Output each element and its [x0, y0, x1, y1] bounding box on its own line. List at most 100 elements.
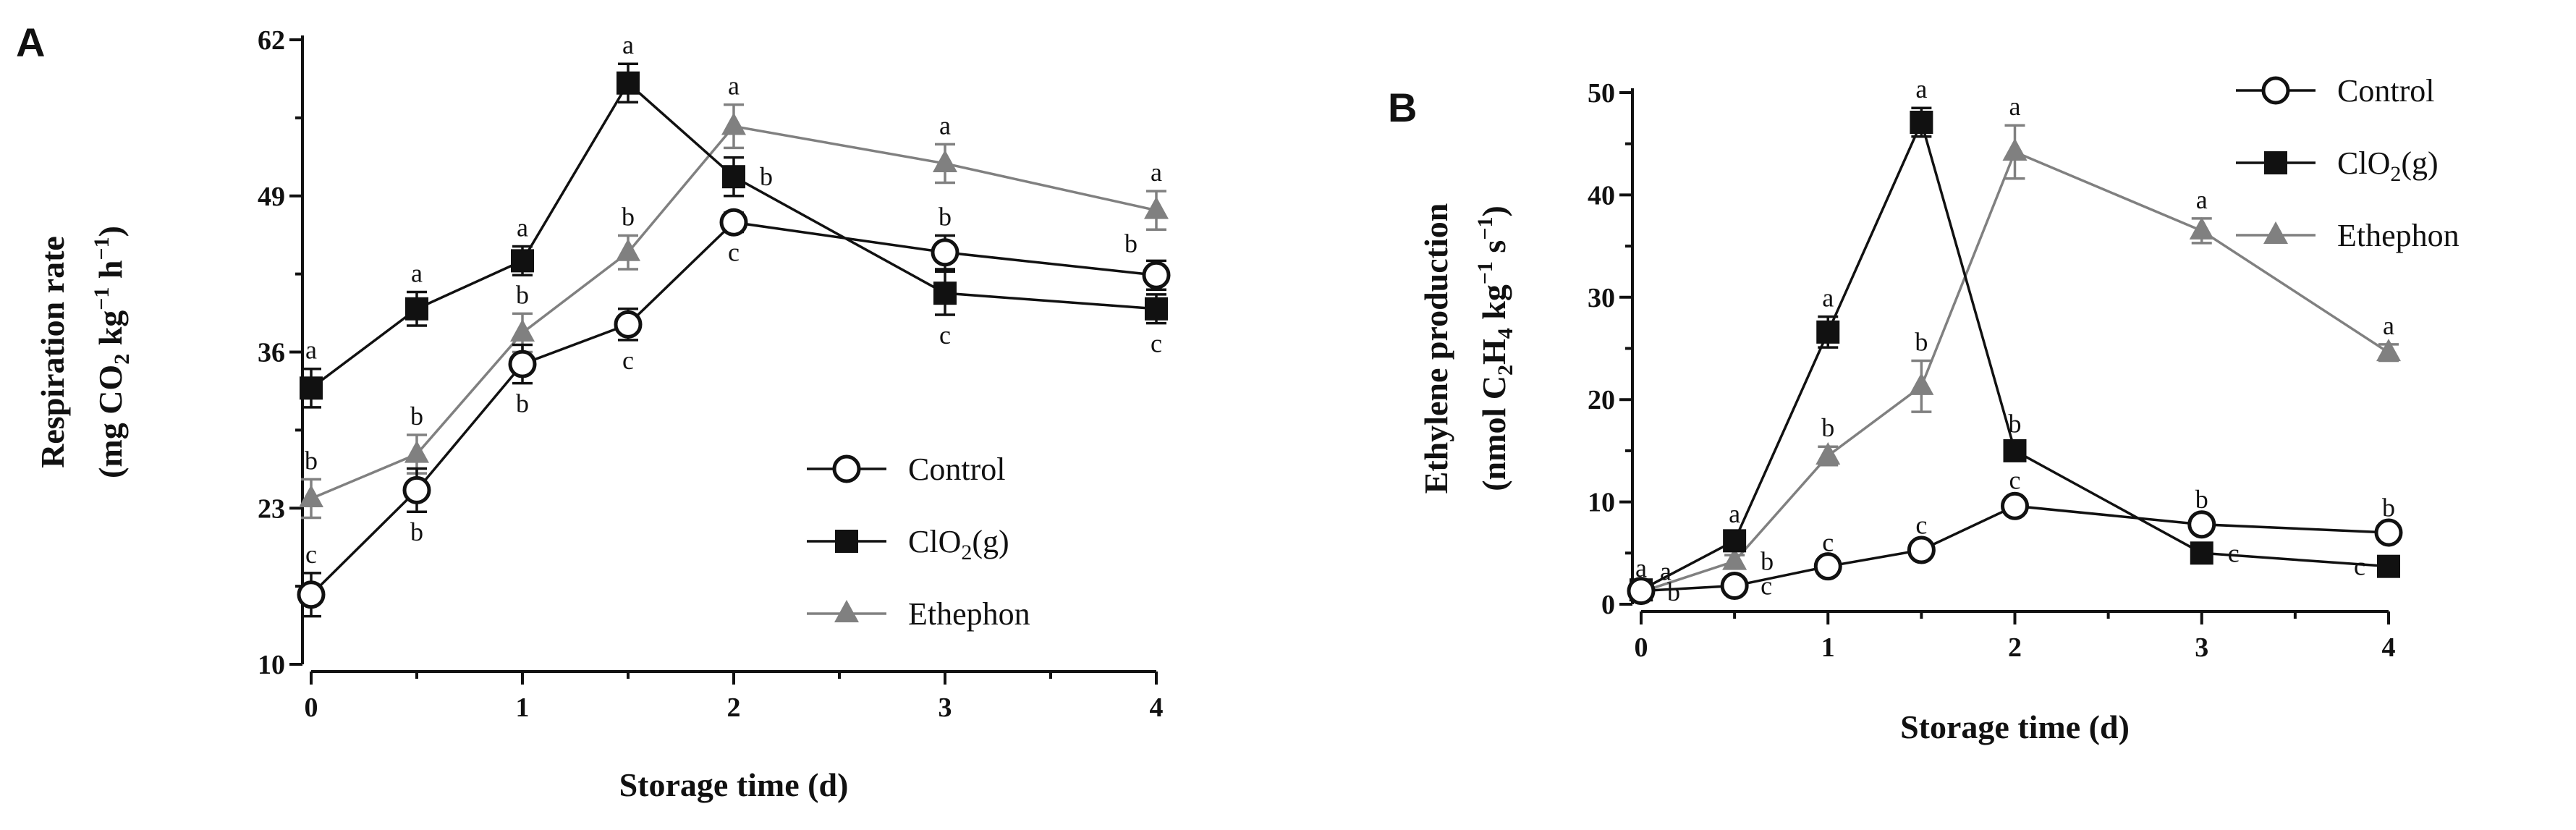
significance-letter: b [410, 517, 423, 546]
significance-letter: c [1761, 572, 1772, 601]
unit-superscript: −1 [90, 237, 114, 260]
legend-label: ClO2(g) [908, 524, 1009, 564]
significance-letter: a [2196, 185, 2208, 214]
legend-label-part: (g) [2401, 145, 2438, 181]
panel-a-legend: Control ClO2(g) Ethephon [807, 452, 1030, 632]
data-point [297, 580, 326, 609]
significance-letter: b [516, 389, 529, 418]
x-tick-label: 4 [2382, 632, 2396, 663]
data-point [1144, 196, 1169, 219]
significance-letter: c [939, 321, 951, 350]
significance-letter: b [2009, 410, 2022, 439]
significance-letter: a [1915, 75, 1927, 103]
data-point [1816, 320, 1840, 344]
significance-letter: a [1151, 158, 1162, 187]
legend-label: Ethephon [908, 596, 1030, 632]
significance-letter: b [2382, 494, 2395, 522]
x-tick-label: 0 [1635, 632, 1648, 663]
significance-letter: c [728, 238, 740, 267]
legend-marker [835, 530, 858, 553]
significance-letter: a [2009, 92, 2021, 121]
data-point [2190, 541, 2213, 565]
significance-letter: c [2009, 465, 2021, 494]
data-point [2003, 439, 2027, 462]
significance-letter: b [1915, 327, 1928, 356]
y-tick-label: 49 [258, 182, 285, 212]
legend-label: Control [908, 452, 1005, 487]
data-point [405, 297, 428, 321]
significance-letter: b [1667, 577, 1680, 606]
significance-letter: c [1822, 528, 1834, 557]
y-tick-label: 36 [258, 338, 285, 368]
x-tick-label: 1 [516, 693, 530, 723]
legend-entry: Control [807, 452, 1005, 487]
data-point [511, 249, 534, 273]
significance-letter: c [2228, 538, 2240, 567]
significance-letter: c [1915, 511, 1927, 540]
significance-letter: b [1124, 229, 1137, 258]
data-point [1722, 547, 1747, 570]
panel-a-series: b b b b a a a a a a a b c c c b b c c b b [297, 30, 1171, 618]
data-point [1813, 552, 1842, 581]
significance-letter: a [305, 336, 317, 365]
legend-entry: ClO2(g) [807, 524, 1009, 564]
significance-letter: a [939, 111, 951, 140]
unit-part: (nmol C [1475, 376, 1512, 491]
panel-a-letter: A [16, 20, 45, 65]
panel-b-legend: Control ClO2(g) Ethephon [2236, 73, 2460, 253]
data-point [2189, 216, 2214, 240]
y-axis-label-line2: (mg CO2 kg−1 h−1) [90, 226, 134, 478]
significance-letter: c [305, 540, 317, 569]
significance-letter: a [2383, 311, 2394, 340]
significance-letter: b [1821, 413, 1834, 442]
x-tick-label: 1 [1821, 632, 1835, 663]
data-point [721, 112, 746, 135]
legend-entry: Control [2236, 73, 2434, 109]
legend-marker [832, 454, 861, 483]
series-line [1640, 150, 2389, 593]
significance-letter: b [760, 162, 773, 191]
y-tick-label: 0 [1601, 590, 1615, 620]
y-tick-label: 62 [258, 25, 285, 56]
significance-letter: b [2195, 485, 2208, 514]
significance-letter: b [622, 203, 635, 232]
x-tick-label: 3 [2195, 632, 2208, 663]
significance-letter: a [1660, 557, 1672, 586]
unit-subscript: 2 [1494, 365, 1517, 376]
y-tick-label: 10 [258, 650, 285, 680]
legend-label-part: (g) [972, 524, 1009, 559]
data-point [933, 281, 957, 305]
data-point [2001, 491, 2029, 520]
unit-part: s [1475, 240, 1512, 261]
data-point [508, 350, 537, 378]
legend-label: Ethephon [2337, 218, 2460, 253]
legend-marker [2264, 151, 2287, 174]
data-point [933, 149, 957, 172]
x-tick-label: 0 [305, 693, 318, 723]
significance-letter: a [517, 213, 528, 242]
x-tick-label: 2 [2008, 632, 2022, 663]
data-point [719, 208, 748, 237]
panel-b-axes: 0 10 20 30 40 50 0 1 2 3 4 Storage time (d) Ethylene… [1418, 78, 2396, 745]
legend-marker [2263, 221, 2288, 244]
significance-letter: b [1761, 547, 1774, 576]
legend-label: Control [2337, 73, 2434, 109]
data-point [2002, 138, 2028, 161]
x-tick-label: 2 [727, 693, 741, 723]
legend-label-subscript: 2 [2390, 162, 2401, 186]
x-tick-label: 4 [1150, 693, 1164, 723]
y-tick-label: 50 [1588, 78, 1615, 109]
significance-letter: c [1151, 329, 1162, 358]
data-point [1816, 441, 1841, 465]
legend-entry: ClO2(g) [2236, 145, 2439, 186]
unit-part: H [1475, 339, 1512, 365]
x-tick-label: 3 [939, 693, 952, 723]
x-axis-label: Storage time (d) [1900, 708, 2130, 745]
data-point [2376, 339, 2401, 362]
significance-letter: b [410, 402, 423, 431]
